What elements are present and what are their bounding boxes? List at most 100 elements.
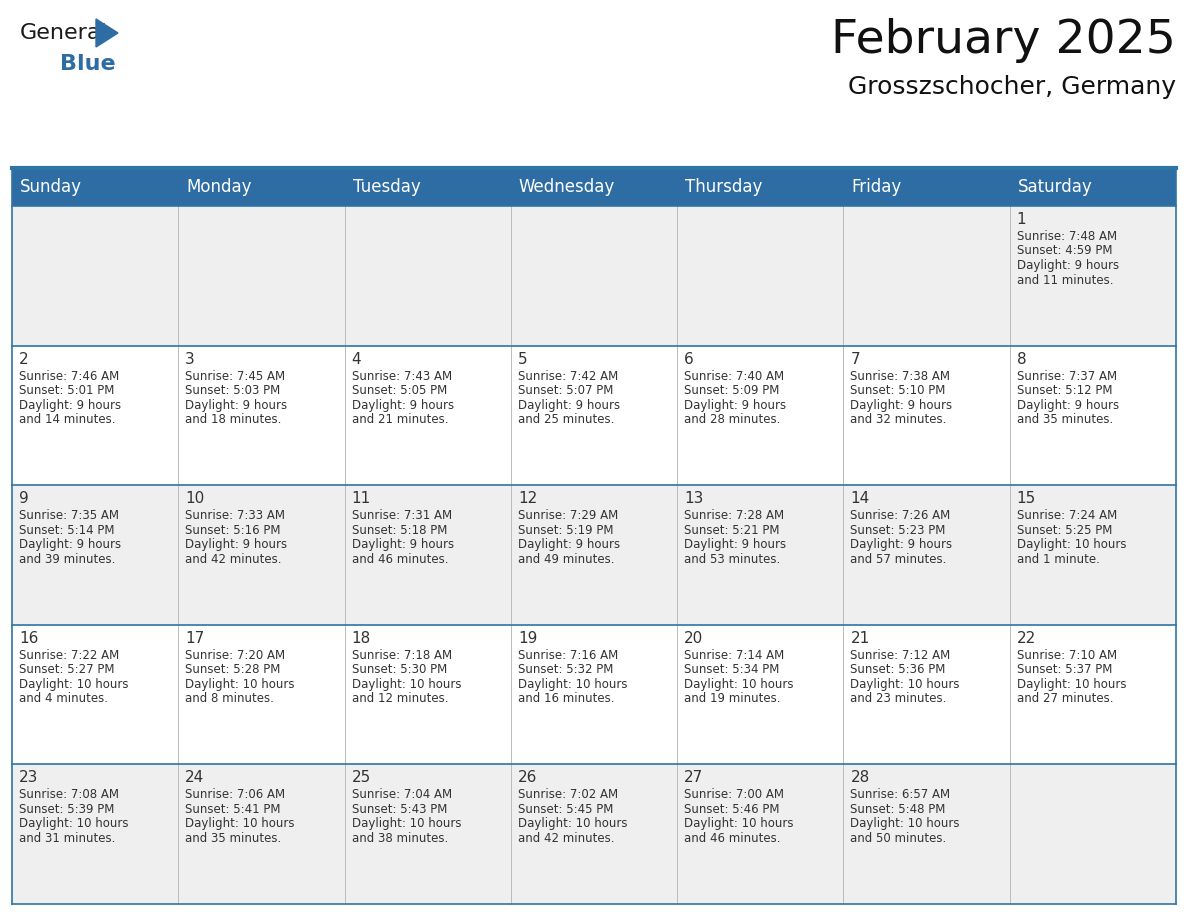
Text: Sunset: 5:23 PM: Sunset: 5:23 PM [851,523,946,537]
Text: Tuesday: Tuesday [353,178,421,196]
Text: Sunrise: 7:00 AM: Sunrise: 7:00 AM [684,789,784,801]
Text: Sunset: 5:37 PM: Sunset: 5:37 PM [1017,664,1112,677]
Text: Sunrise: 7:35 AM: Sunrise: 7:35 AM [19,509,119,522]
Text: and 42 minutes.: and 42 minutes. [185,553,282,565]
Text: Sunset: 5:21 PM: Sunset: 5:21 PM [684,523,779,537]
Bar [345,765,511,904]
Text: and 31 minutes.: and 31 minutes. [19,832,115,845]
Text: and 27 minutes.: and 27 minutes. [1017,692,1113,705]
Text: and 50 minutes.: and 50 minutes. [851,832,947,845]
Text: Daylight: 9 hours: Daylight: 9 hours [684,538,786,551]
Bar [677,206,843,345]
Text: 17: 17 [185,631,204,645]
Bar [178,206,345,345]
Bar [843,168,1010,206]
Text: and 32 minutes.: and 32 minutes. [851,413,947,426]
Bar [843,486,1010,625]
Text: Sunset: 5:43 PM: Sunset: 5:43 PM [352,803,447,816]
Text: Daylight: 10 hours: Daylight: 10 hours [352,677,461,691]
Text: Sunset: 5:01 PM: Sunset: 5:01 PM [19,384,114,397]
Text: Sunset: 4:59 PM: Sunset: 4:59 PM [1017,244,1112,258]
Text: Sunrise: 7:22 AM: Sunrise: 7:22 AM [19,649,119,662]
Text: General: General [20,23,108,43]
Polygon shape [96,19,118,47]
Text: Saturday: Saturday [1018,178,1093,196]
Text: and 38 minutes.: and 38 minutes. [352,832,448,845]
Bar [843,206,1010,345]
Bar [843,345,1010,486]
Text: Daylight: 9 hours: Daylight: 9 hours [185,538,287,551]
Text: 21: 21 [851,631,870,645]
Text: Sunrise: 7:06 AM: Sunrise: 7:06 AM [185,789,285,801]
Text: 1: 1 [1017,212,1026,227]
Bar [1010,765,1176,904]
Text: Sunrise: 7:37 AM: Sunrise: 7:37 AM [1017,370,1117,383]
Text: Sunset: 5:41 PM: Sunset: 5:41 PM [185,803,280,816]
Text: Sunset: 5:46 PM: Sunset: 5:46 PM [684,803,779,816]
Bar [1010,625,1176,765]
Bar [843,765,1010,904]
Bar [677,486,843,625]
Text: Sunset: 5:27 PM: Sunset: 5:27 PM [19,664,114,677]
Text: Monday: Monday [187,178,252,196]
Text: Daylight: 9 hours: Daylight: 9 hours [1017,259,1119,272]
Text: Daylight: 10 hours: Daylight: 10 hours [19,677,128,691]
Bar [12,765,178,904]
Text: 2: 2 [19,352,29,366]
Text: Sunset: 5:48 PM: Sunset: 5:48 PM [851,803,946,816]
Text: Sunrise: 7:45 AM: Sunrise: 7:45 AM [185,370,285,383]
Text: Sunset: 5:05 PM: Sunset: 5:05 PM [352,384,447,397]
Text: and 19 minutes.: and 19 minutes. [684,692,781,705]
Text: and 42 minutes.: and 42 minutes. [518,832,614,845]
Text: Sunrise: 7:28 AM: Sunrise: 7:28 AM [684,509,784,522]
Text: Friday: Friday [852,178,902,196]
Bar [511,625,677,765]
Text: Daylight: 9 hours: Daylight: 9 hours [518,538,620,551]
Bar [12,625,178,765]
Bar [1010,168,1176,206]
Text: Sunrise: 7:42 AM: Sunrise: 7:42 AM [518,370,618,383]
Text: Daylight: 9 hours: Daylight: 9 hours [518,398,620,411]
Text: and 21 minutes.: and 21 minutes. [352,413,448,426]
Bar [1010,206,1176,345]
Text: Sunrise: 7:29 AM: Sunrise: 7:29 AM [518,509,618,522]
Text: Sunrise: 7:38 AM: Sunrise: 7:38 AM [851,370,950,383]
Bar [345,206,511,345]
Text: 23: 23 [19,770,38,786]
Bar [511,765,677,904]
Text: and 35 minutes.: and 35 minutes. [185,832,282,845]
Text: Wednesday: Wednesday [519,178,615,196]
Text: Daylight: 10 hours: Daylight: 10 hours [684,677,794,691]
Text: and 39 minutes.: and 39 minutes. [19,553,115,565]
Bar [12,345,178,486]
Bar [178,345,345,486]
Text: Sunrise: 7:04 AM: Sunrise: 7:04 AM [352,789,451,801]
Text: and 1 minute.: and 1 minute. [1017,553,1100,565]
Text: Daylight: 10 hours: Daylight: 10 hours [185,817,295,831]
Bar [511,486,677,625]
Bar [677,345,843,486]
Text: and 14 minutes.: and 14 minutes. [19,413,115,426]
Bar [843,625,1010,765]
Text: Sunset: 5:12 PM: Sunset: 5:12 PM [1017,384,1112,397]
Bar [345,625,511,765]
Bar [345,345,511,486]
Text: Sunset: 5:14 PM: Sunset: 5:14 PM [19,523,114,537]
Text: 18: 18 [352,631,371,645]
Text: Sunset: 5:07 PM: Sunset: 5:07 PM [518,384,613,397]
Text: Daylight: 10 hours: Daylight: 10 hours [19,817,128,831]
Text: and 16 minutes.: and 16 minutes. [518,692,614,705]
Text: Sunset: 5:19 PM: Sunset: 5:19 PM [518,523,613,537]
Text: 20: 20 [684,631,703,645]
Text: and 23 minutes.: and 23 minutes. [851,692,947,705]
Text: and 4 minutes.: and 4 minutes. [19,692,108,705]
Text: and 46 minutes.: and 46 minutes. [352,553,448,565]
Text: and 53 minutes.: and 53 minutes. [684,553,781,565]
Text: 24: 24 [185,770,204,786]
Bar [345,486,511,625]
Text: 5: 5 [518,352,527,366]
Text: Sunset: 5:39 PM: Sunset: 5:39 PM [19,803,114,816]
Bar [677,765,843,904]
Bar [511,206,677,345]
Text: and 25 minutes.: and 25 minutes. [518,413,614,426]
